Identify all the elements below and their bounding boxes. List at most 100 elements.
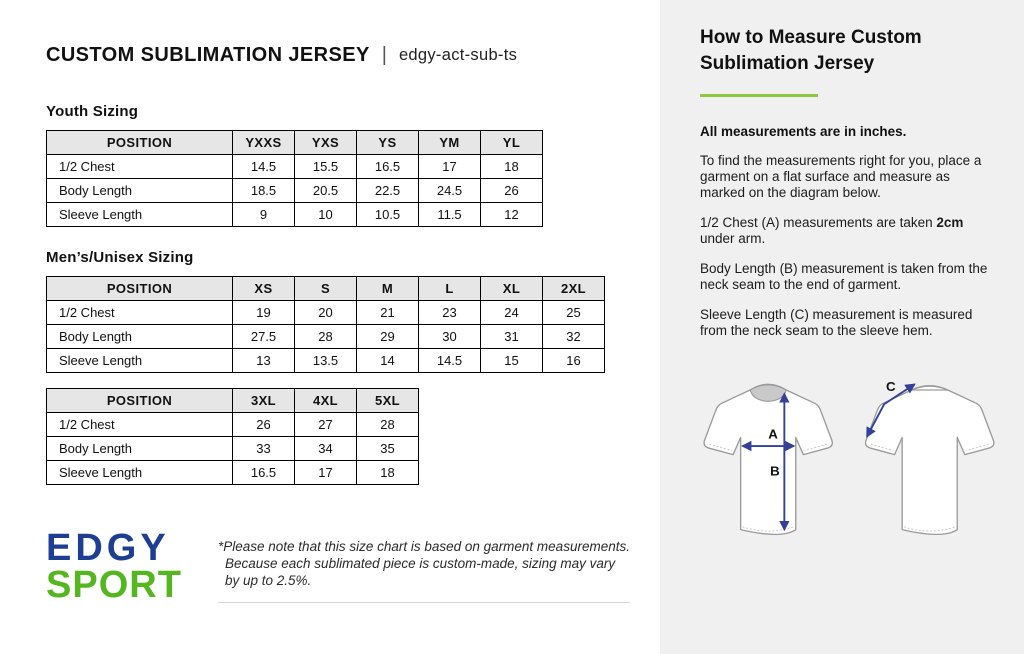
- size-header: S: [294, 276, 357, 301]
- table-row: Sleeve Length 13 13.5 14 14.5 15 16: [46, 348, 605, 373]
- measurement-label: Body Length: [46, 178, 233, 203]
- measurement-value: 18: [480, 154, 543, 179]
- position-header: POSITION: [46, 130, 233, 155]
- measurement-value: 23: [418, 300, 481, 325]
- measurement-value: 35: [356, 436, 419, 461]
- table-row: Body Length 27.5 28 29 30 31 32: [46, 324, 605, 349]
- measurement-label: Body Length: [46, 324, 233, 349]
- table-header-row: POSITION XS S M L XL 2XL: [46, 276, 605, 301]
- how-to-measure-panel: How to Measure Custom Sublimation Jersey…: [660, 0, 1024, 654]
- measurement-value: 17: [294, 460, 357, 485]
- table-header-row: POSITION 3XL 4XL 5XL: [46, 388, 419, 413]
- table-row: Body Length 18.5 20.5 22.5 24.5 26: [46, 178, 543, 203]
- measurement-value: 12: [480, 202, 543, 227]
- size-header: YL: [480, 130, 543, 155]
- label-a: A: [768, 426, 778, 441]
- youth-sizing-table: POSITION YXXS YXS YS YM YL 1/2 Chest 14.5 15.5 16…: [46, 130, 543, 227]
- size-header: M: [356, 276, 419, 301]
- position-header: POSITION: [46, 276, 233, 301]
- measurement-value: 28: [294, 324, 357, 349]
- tshirt-diagram-svg: A B C: [703, 379, 995, 536]
- position-header: POSITION: [46, 388, 233, 413]
- units-note: All measurements are in inches.: [700, 124, 907, 139]
- measurement-value: 14.5: [232, 154, 295, 179]
- measurement-value: 13: [232, 348, 295, 373]
- measurement-label: Sleeve Length: [46, 348, 233, 373]
- size-header: YXS: [294, 130, 357, 155]
- measurement-value: 11.5: [418, 202, 481, 227]
- footnote-column: *Please note that this size chart is bas…: [218, 530, 630, 604]
- title-row: CUSTOM SUBLIMATION JERSEY | edgy-act-sub…: [46, 44, 630, 67]
- measurement-value: 26: [480, 178, 543, 203]
- measurement-value: 14.5: [418, 348, 481, 373]
- title-separator: |: [381, 44, 387, 66]
- label-c: C: [886, 379, 896, 394]
- measurement-label: Sleeve Length: [46, 202, 233, 227]
- table-row: 1/2 Chest 26 27 28: [46, 412, 419, 437]
- table-row: 1/2 Chest 19 20 21 23 24 25: [46, 300, 605, 325]
- chest-text-bold: 2cm: [936, 215, 964, 230]
- measurement-value: 15: [480, 348, 543, 373]
- chest-measure-paragraph: 1/2 Chest (A) measurements are taken 2cm…: [700, 215, 988, 247]
- table-row: Sleeve Length 9 10 10.5 11.5 12: [46, 202, 543, 227]
- measurement-value: 27.5: [232, 324, 295, 349]
- measurement-value: 22.5: [356, 178, 419, 203]
- chest-text-2: under arm.: [700, 231, 766, 246]
- measure-intro-paragraph: To find the measurements right for you, …: [700, 153, 982, 200]
- table-row: 1/2 Chest 14.5 15.5 16.5 17 18: [46, 154, 543, 179]
- footer-row: EDGY SPORT *Please note that this size c…: [46, 527, 630, 607]
- table-row: Body Length 33 34 35: [46, 436, 419, 461]
- measurement-value: 29: [356, 324, 419, 349]
- size-header: XL: [480, 276, 543, 301]
- size-header: L: [418, 276, 481, 301]
- size-header: 4XL: [294, 388, 357, 413]
- measurement-value: 18.5: [232, 178, 295, 203]
- size-chart-panel: CUSTOM SUBLIMATION JERSEY | edgy-act-sub…: [46, 44, 630, 607]
- measurement-value: 16.5: [356, 154, 419, 179]
- measurement-value: 10.5: [356, 202, 419, 227]
- measurement-value: 25: [542, 300, 605, 325]
- chest-text-1: 1/2 Chest (A) measurements are taken: [700, 215, 937, 230]
- measurement-label: 1/2 Chest: [46, 300, 233, 325]
- measurement-value: 27: [294, 412, 357, 437]
- youth-sizing-heading: Youth Sizing: [46, 103, 139, 120]
- sidebar-heading: How to Measure Custom Sublimation Jersey: [700, 27, 922, 74]
- measurement-label: 1/2 Chest: [46, 412, 233, 437]
- measurement-value: 24.5: [418, 178, 481, 203]
- measurement-label: Sleeve Length: [46, 460, 233, 485]
- product-sku: edgy-act-sub-ts: [398, 46, 518, 64]
- measurement-value: 16: [542, 348, 605, 373]
- size-header: XS: [232, 276, 295, 301]
- measurement-value: 20: [294, 300, 357, 325]
- green-accent-rule: [700, 94, 818, 97]
- measurement-label: Body Length: [46, 436, 233, 461]
- table-row: Sleeve Length 16.5 17 18: [46, 460, 419, 485]
- size-header: 5XL: [356, 388, 419, 413]
- tshirt-measurement-diagram: A B C: [696, 377, 995, 560]
- measurement-value: 30: [418, 324, 481, 349]
- measurement-value: 13.5: [294, 348, 357, 373]
- page-title: CUSTOM SUBLIMATION JERSEY: [46, 44, 370, 66]
- mens-sizing-heading: Men’s/Unisex Sizing: [46, 249, 194, 266]
- body-length-paragraph: Body Length (B) measurement is taken fro…: [700, 261, 988, 292]
- edgy-sport-logo: EDGY SPORT: [46, 527, 218, 607]
- tshirt-front-outline: A B: [703, 383, 833, 536]
- measurement-value: 24: [480, 300, 543, 325]
- measurement-value: 28: [356, 412, 419, 437]
- arrow-c-sleeve-length: [866, 383, 916, 438]
- measurement-value: 20.5: [294, 178, 357, 203]
- measurement-value: 34: [294, 436, 357, 461]
- mens-extended-sizing-table: POSITION 3XL 4XL 5XL 1/2 Chest 26 27 28 Body Len…: [46, 388, 419, 485]
- size-header: YXXS: [232, 130, 295, 155]
- measurement-value: 10: [294, 202, 357, 227]
- logo-word-edgy: EDGY: [46, 527, 170, 569]
- measurement-value: 15.5: [294, 154, 357, 179]
- measurement-value: 21: [356, 300, 419, 325]
- tshirt-back-outline: C: [864, 379, 995, 536]
- measurement-value: 26: [232, 412, 295, 437]
- logo-word-sport: SPORT: [46, 564, 182, 607]
- measurement-value: 19: [232, 300, 295, 325]
- sleeve-length-paragraph: Sleeve Length (C) measurement is measure…: [700, 307, 973, 338]
- label-b: B: [770, 464, 780, 479]
- mens-sizing-table: POSITION XS S M L XL 2XL 1/2 Chest 19 20 21 23 24 25 B…: [46, 276, 605, 373]
